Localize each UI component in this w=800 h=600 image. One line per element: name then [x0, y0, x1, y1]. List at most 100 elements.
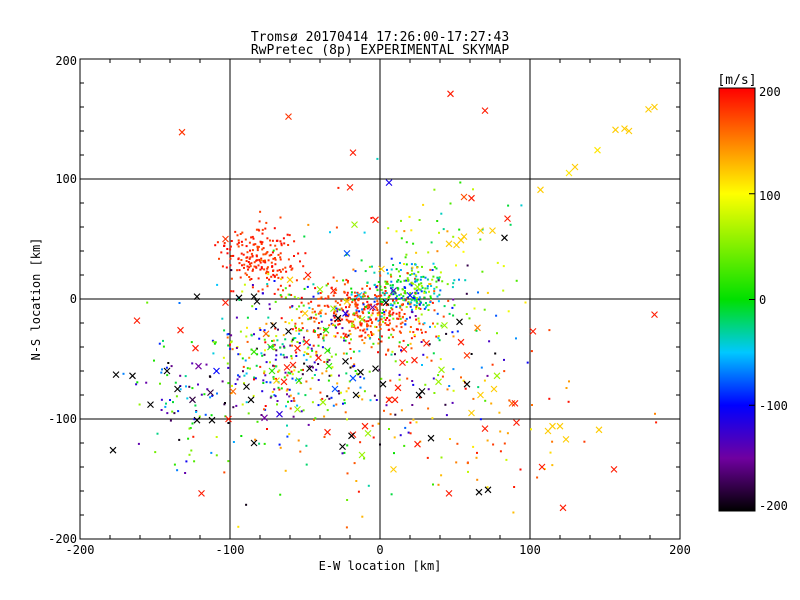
data-point-dot	[429, 295, 432, 298]
data-point-dot	[421, 364, 423, 366]
data-point-dot	[432, 275, 435, 278]
data-point-dot	[387, 349, 390, 352]
data-point-dot	[136, 381, 139, 384]
data-point-dot	[338, 392, 341, 395]
data-point-dot	[378, 323, 381, 326]
data-point-dot	[407, 279, 410, 282]
data-point-cross	[484, 486, 492, 494]
data-point-dot	[269, 244, 272, 247]
data-point-dot	[268, 346, 271, 348]
data-point-dot	[309, 317, 312, 320]
data-point-dot	[414, 315, 417, 317]
data-point-dot	[361, 308, 364, 311]
data-point-cross	[481, 107, 489, 114]
data-point-dot	[173, 412, 176, 415]
data-point-cross	[651, 311, 658, 318]
data-point-dot	[319, 327, 322, 330]
data-point-dot	[435, 335, 438, 338]
data-point-dot	[451, 331, 454, 334]
data-point-dot	[393, 452, 395, 455]
data-point-dot	[271, 265, 274, 268]
data-point-dot	[452, 314, 455, 317]
data-point-dot	[317, 334, 319, 336]
data-point-dot	[410, 263, 413, 266]
data-point-dot	[246, 326, 248, 329]
data-point-dot	[373, 284, 376, 286]
data-point-dot	[366, 281, 369, 284]
data-point-dot	[303, 277, 306, 280]
data-point-dot	[282, 334, 285, 337]
data-point-dot	[397, 317, 400, 320]
data-point-dot	[551, 464, 554, 467]
data-point-dot	[282, 345, 285, 348]
data-point-dot	[195, 411, 198, 413]
data-point-dot	[439, 358, 442, 361]
data-point-cross	[316, 286, 324, 293]
data-point-dot	[245, 401, 248, 404]
data-point-dot	[189, 427, 192, 429]
data-point-dot	[403, 444, 406, 447]
data-point-dot	[328, 324, 331, 327]
data-point-dot	[418, 283, 420, 286]
data-point-dot	[380, 377, 383, 380]
data-point-dot	[392, 317, 395, 320]
data-point-dot	[239, 276, 242, 279]
data-point-dot	[320, 309, 323, 312]
data-point-dot	[308, 306, 311, 309]
data-point-dot	[415, 280, 418, 283]
data-point-dot	[248, 257, 251, 260]
data-point-dot	[477, 386, 480, 389]
data-point-dot	[269, 239, 271, 242]
data-point-cross	[351, 221, 358, 228]
data-point-dot	[371, 424, 374, 427]
data-point-dot	[323, 361, 326, 363]
data-point-dot	[425, 306, 427, 309]
data-point-dot	[412, 418, 415, 421]
data-point-dot	[238, 262, 241, 265]
data-point-dot	[257, 277, 260, 280]
data-point-dot	[288, 322, 291, 325]
data-point-dot	[424, 383, 427, 386]
data-point-dot	[309, 355, 312, 358]
data-point-dot	[350, 338, 352, 341]
data-point-dot	[479, 238, 482, 241]
data-point-cross	[501, 234, 508, 242]
data-point-dot	[548, 329, 551, 332]
data-point-dot	[243, 283, 246, 286]
data-point-dot	[261, 241, 264, 244]
data-point-dot	[249, 265, 252, 268]
data-point-dot	[380, 300, 383, 303]
data-point-dot	[368, 335, 371, 338]
data-point-dot	[380, 315, 383, 318]
data-point-dot	[275, 335, 278, 338]
data-point-dot	[438, 339, 441, 342]
data-point-dot	[492, 443, 495, 446]
data-point-dot	[395, 305, 398, 308]
data-point-cross	[463, 352, 471, 359]
data-point-dot	[411, 380, 414, 382]
data-point-dot	[319, 391, 322, 394]
data-point-dot	[287, 371, 290, 374]
data-point-dot	[319, 310, 322, 313]
data-point-dot	[348, 329, 351, 332]
data-point-dot	[367, 484, 370, 487]
data-point-dot	[401, 288, 404, 291]
data-point-dot	[475, 456, 478, 459]
data-point-dot	[272, 273, 275, 276]
data-point-dot	[440, 324, 443, 327]
data-point-dot	[345, 526, 348, 529]
data-point-dot	[417, 317, 420, 320]
data-point-dot	[370, 217, 373, 220]
data-point-dot	[272, 269, 275, 272]
data-point-cross	[355, 292, 363, 299]
data-point-dot	[137, 442, 140, 445]
data-point-dot	[484, 399, 487, 402]
data-point-dot	[391, 304, 394, 307]
data-point-dot	[250, 278, 253, 280]
data-point-dot	[379, 327, 382, 330]
data-point-dot	[216, 283, 219, 286]
data-point-dot	[419, 278, 422, 281]
data-point-dot	[398, 297, 401, 300]
data-point-dot	[250, 236, 253, 239]
data-point-dot	[251, 305, 254, 308]
